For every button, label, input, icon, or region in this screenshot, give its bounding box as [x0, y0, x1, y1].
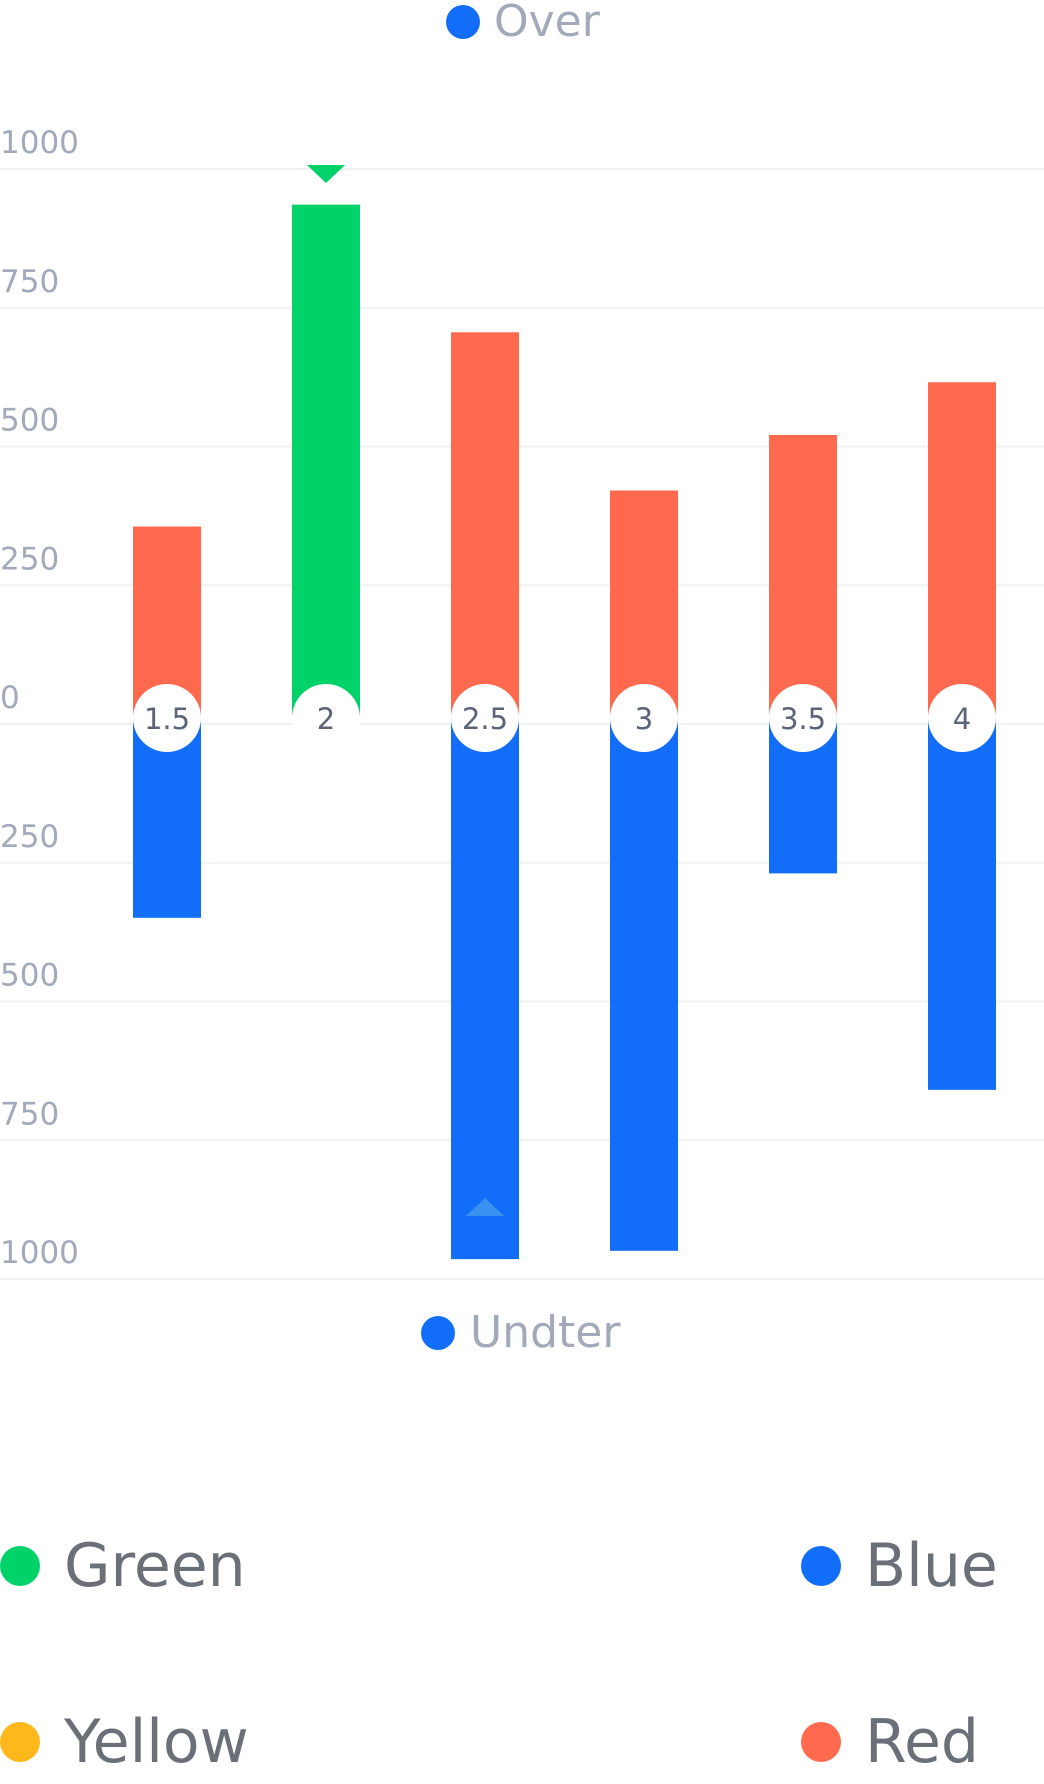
bar-over-2-5: [451, 332, 519, 718]
bar-under-4: [928, 718, 996, 1090]
x-tick-label: 2: [317, 702, 335, 736]
x-tick-label: 3: [635, 702, 653, 736]
category-badge: [133, 684, 201, 752]
y-tick-label: 500: [0, 958, 59, 994]
category-badge: [928, 684, 996, 752]
category-badge: [769, 684, 837, 752]
legend-swatch-green: [0, 1546, 40, 1586]
x-tick-label: 1.5: [144, 702, 190, 736]
undter-legend-label: Undter: [470, 1307, 621, 1358]
undter-legend-swatch: [421, 1316, 455, 1350]
over-legend-label: Over: [494, 0, 601, 47]
legend-swatch-blue: [801, 1546, 841, 1586]
marker-up-triangle: [466, 1198, 504, 1216]
y-tick-label: 750: [0, 264, 59, 300]
legend-label-red: Red: [865, 1707, 979, 1777]
x-tick-label: 4: [953, 702, 971, 736]
legend-label-yellow: Yellow: [63, 1707, 249, 1777]
bar-under-3: [610, 718, 678, 1251]
y-tick-label: 1000: [0, 1235, 79, 1271]
bar-over-2: [292, 204, 360, 718]
bar-over-4: [928, 382, 996, 718]
x-tick-label: 3.5: [780, 702, 826, 736]
y-tick-label: 750: [0, 1096, 59, 1132]
y-tick-label: 250: [0, 819, 59, 855]
legend-swatch-red: [801, 1722, 841, 1762]
bar-under-2-5: [451, 718, 519, 1260]
legend-swatch-yellow: [0, 1722, 40, 1762]
legend-label-blue: Blue: [865, 1531, 998, 1601]
bar-over-3: [610, 490, 678, 718]
y-tick-label: 500: [0, 403, 59, 439]
x-tick-label: 2.5: [462, 702, 508, 736]
category-badge: [610, 684, 678, 752]
bar-over-3-5: [769, 434, 837, 718]
y-tick-label: 0: [0, 680, 20, 716]
legend-label-green: Green: [64, 1531, 246, 1601]
y-tick-label: 1000: [0, 125, 79, 161]
y-tick-label: 250: [0, 541, 59, 577]
over-legend-swatch: [446, 5, 480, 39]
marker-down-triangle: [307, 165, 345, 183]
category-badge: [292, 684, 360, 752]
category-badge: [451, 684, 519, 752]
